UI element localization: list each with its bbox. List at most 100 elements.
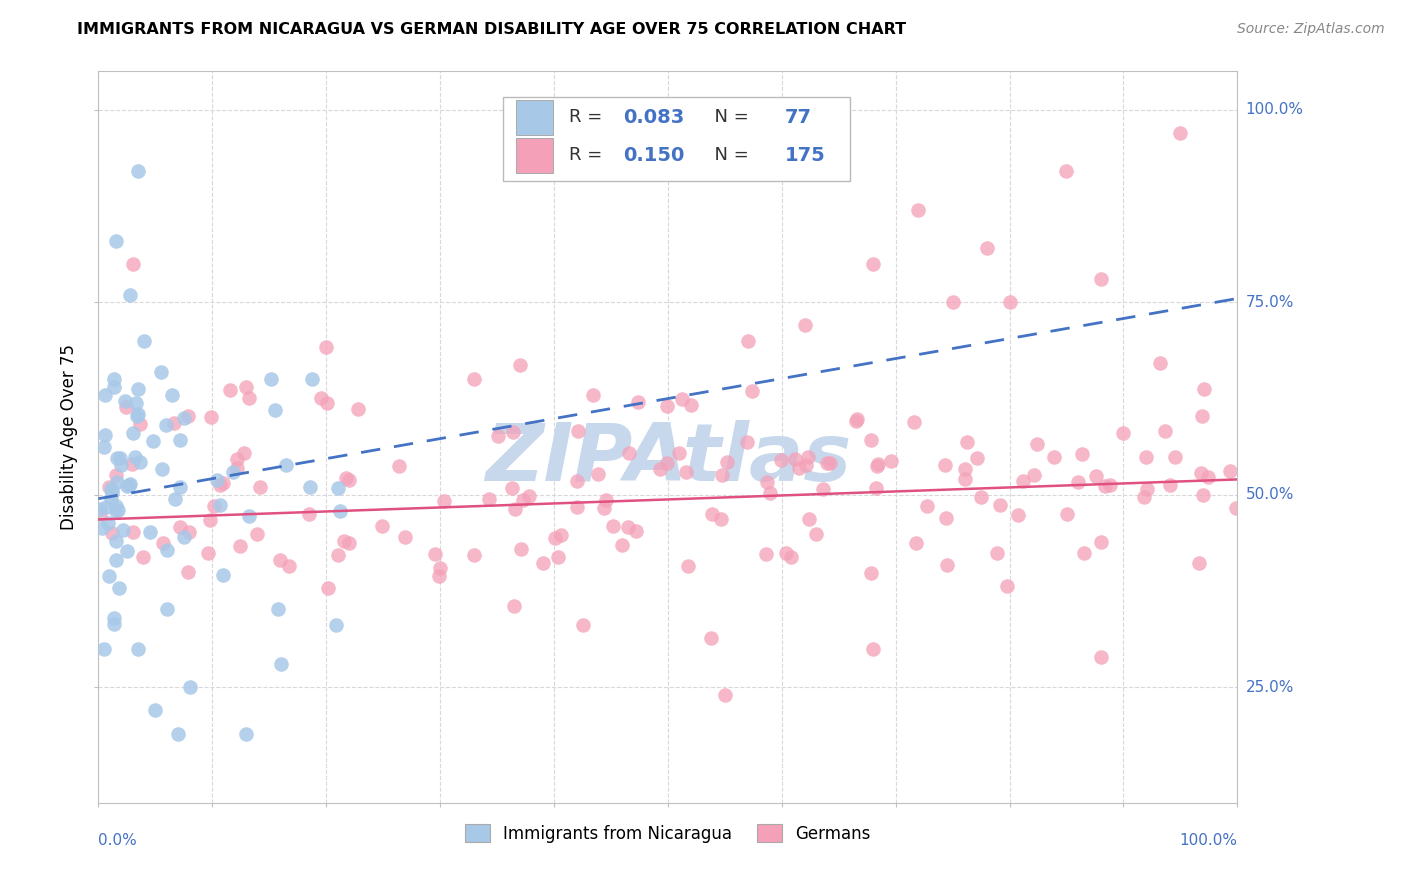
Point (145, 703, 167, 717)
Point (879, 454, 901, 468)
Point (347, 402, 370, 417)
Point (238, 391, 260, 405)
Point (139, 525, 162, 540)
Point (316, 396, 339, 410)
Point (309, 391, 332, 405)
Point (865, 482, 887, 496)
Point (269, 552, 291, 566)
Point (263, 403, 285, 417)
Point (1042, 450, 1064, 464)
Point (769, 453, 792, 467)
Point (121, 257, 143, 271)
Point (1098, 478, 1121, 492)
Point (517, 489, 540, 503)
Point (595, 492, 617, 507)
Point (260, 372, 283, 386)
Point (955, 462, 977, 476)
Point (104, 499, 127, 513)
Point (813, 482, 835, 496)
Point (1112, 426, 1135, 441)
Point (89, 502, 111, 516)
Point (1012, 474, 1035, 488)
Point (97, 480, 120, 494)
Point (371, 518, 394, 533)
Point (94, 500, 117, 514)
Point (225, 452, 247, 467)
Point (755, 547, 778, 561)
Text: 175: 175 (785, 146, 825, 165)
Point (1136, 482, 1159, 496)
Point (94, 428, 117, 442)
Point (105, 534, 128, 549)
Point (108, 582, 131, 596)
Point (169, 519, 191, 533)
Point (103, 617, 125, 632)
Point (550, 528, 572, 542)
Point (1007, 508, 1029, 522)
Point (150, 461, 173, 475)
Point (100, 482, 122, 496)
Point (935, 511, 957, 525)
Point (118, 476, 141, 491)
Point (934, 458, 956, 473)
Point (903, 415, 925, 429)
Point (235, 726, 257, 740)
Point (110, 458, 132, 473)
Text: 0.083: 0.083 (623, 108, 685, 127)
Point (433, 494, 456, 508)
Point (1149, 356, 1171, 370)
Point (301, 372, 323, 386)
Point (793, 318, 815, 333)
Point (700, 632, 723, 646)
Point (907, 202, 929, 217)
Text: 75.0%: 75.0% (1246, 295, 1294, 310)
Point (235, 380, 257, 394)
Point (862, 257, 884, 271)
Point (162, 416, 184, 430)
Point (225, 460, 247, 475)
Point (325, 618, 347, 632)
Point (1192, 383, 1215, 397)
Point (759, 486, 782, 500)
Point (202, 499, 225, 513)
Point (173, 530, 195, 544)
Point (197, 546, 219, 560)
Point (868, 457, 890, 471)
Point (582, 388, 605, 402)
Point (735, 435, 758, 450)
Point (156, 542, 179, 557)
Point (1056, 507, 1078, 521)
Point (676, 559, 699, 574)
Point (155, 418, 177, 433)
Point (200, 410, 222, 425)
Point (775, 546, 797, 560)
Point (91, 521, 114, 535)
Text: Source: ZipAtlas.com: Source: ZipAtlas.com (1237, 22, 1385, 37)
Point (127, 164, 149, 178)
Point (156, 602, 179, 616)
Point (1094, 479, 1116, 493)
Point (571, 618, 593, 632)
Point (503, 502, 526, 516)
Point (1170, 126, 1192, 140)
Point (209, 478, 232, 492)
Point (904, 536, 927, 550)
Point (815, 456, 838, 470)
Text: 100.0%: 100.0% (1180, 833, 1237, 848)
Point (796, 458, 818, 472)
Point (1133, 490, 1156, 504)
Point (671, 392, 693, 406)
Point (626, 524, 648, 538)
Point (221, 465, 243, 479)
Point (716, 454, 738, 468)
Point (1067, 475, 1090, 489)
Point (1219, 464, 1241, 478)
Point (995, 578, 1018, 592)
Y-axis label: Disability Age Over 75: Disability Age Over 75 (60, 344, 79, 530)
Point (862, 641, 884, 656)
Point (104, 234, 127, 248)
Point (121, 457, 143, 471)
FancyBboxPatch shape (516, 100, 553, 135)
Point (212, 475, 235, 490)
Point (104, 467, 127, 482)
